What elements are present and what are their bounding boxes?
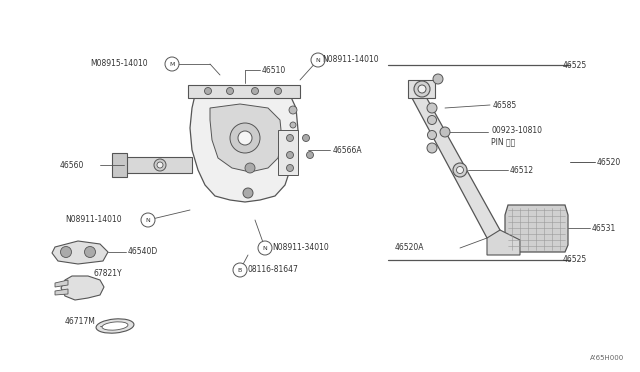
Text: 00923-10810: 00923-10810 bbox=[491, 125, 542, 135]
Polygon shape bbox=[210, 104, 282, 172]
Circle shape bbox=[252, 87, 259, 94]
Polygon shape bbox=[410, 85, 500, 238]
Circle shape bbox=[230, 123, 260, 153]
Circle shape bbox=[433, 74, 443, 84]
Circle shape bbox=[311, 53, 325, 67]
Circle shape bbox=[157, 162, 163, 168]
Circle shape bbox=[243, 188, 253, 198]
Circle shape bbox=[453, 163, 467, 177]
Circle shape bbox=[141, 213, 155, 227]
Text: 46512: 46512 bbox=[510, 166, 534, 174]
Circle shape bbox=[456, 167, 463, 173]
Text: N: N bbox=[146, 218, 150, 222]
Text: N08911-14010: N08911-14010 bbox=[65, 215, 122, 224]
Polygon shape bbox=[55, 280, 68, 287]
Polygon shape bbox=[112, 153, 127, 177]
Circle shape bbox=[258, 241, 272, 255]
Text: N: N bbox=[262, 246, 268, 250]
Text: B: B bbox=[238, 267, 242, 273]
Circle shape bbox=[428, 115, 436, 125]
Text: 46540D: 46540D bbox=[128, 247, 158, 257]
Polygon shape bbox=[505, 205, 568, 252]
Text: 46525: 46525 bbox=[563, 256, 588, 264]
Circle shape bbox=[84, 247, 95, 257]
Circle shape bbox=[307, 151, 314, 158]
Circle shape bbox=[427, 103, 437, 113]
Text: 46717M: 46717M bbox=[65, 317, 96, 327]
Circle shape bbox=[289, 106, 297, 114]
Circle shape bbox=[227, 87, 234, 94]
Circle shape bbox=[414, 81, 430, 97]
Text: M: M bbox=[170, 61, 175, 67]
Text: 46510: 46510 bbox=[262, 65, 286, 74]
Circle shape bbox=[245, 163, 255, 173]
Text: A'65H000: A'65H000 bbox=[590, 355, 624, 361]
Circle shape bbox=[428, 131, 436, 140]
Polygon shape bbox=[278, 130, 298, 175]
Polygon shape bbox=[408, 80, 435, 98]
Ellipse shape bbox=[102, 322, 128, 330]
Text: M08915-14010: M08915-14010 bbox=[90, 58, 148, 67]
Text: N08911-34010: N08911-34010 bbox=[272, 244, 329, 253]
Text: 46585: 46585 bbox=[493, 100, 517, 109]
Circle shape bbox=[287, 151, 294, 158]
Text: 46560: 46560 bbox=[60, 160, 84, 170]
Circle shape bbox=[418, 85, 426, 93]
Polygon shape bbox=[487, 230, 520, 255]
Circle shape bbox=[154, 159, 166, 171]
Text: 46531: 46531 bbox=[592, 224, 616, 232]
Text: 46520: 46520 bbox=[597, 157, 621, 167]
Circle shape bbox=[165, 57, 179, 71]
Polygon shape bbox=[190, 88, 298, 202]
Circle shape bbox=[205, 87, 211, 94]
Circle shape bbox=[287, 164, 294, 171]
Circle shape bbox=[290, 122, 296, 128]
Circle shape bbox=[427, 143, 437, 153]
Text: PIN ピン: PIN ピン bbox=[491, 138, 515, 147]
Circle shape bbox=[61, 247, 72, 257]
Polygon shape bbox=[188, 85, 300, 98]
Circle shape bbox=[303, 135, 310, 141]
Text: 46520A: 46520A bbox=[395, 244, 424, 253]
Circle shape bbox=[287, 135, 294, 141]
Ellipse shape bbox=[96, 319, 134, 333]
Circle shape bbox=[275, 87, 282, 94]
Polygon shape bbox=[125, 157, 192, 173]
Polygon shape bbox=[52, 241, 108, 264]
Text: 67821Y: 67821Y bbox=[93, 269, 122, 279]
Text: 08116-81647: 08116-81647 bbox=[248, 266, 299, 275]
Circle shape bbox=[233, 263, 247, 277]
Circle shape bbox=[238, 131, 252, 145]
Text: 46525: 46525 bbox=[563, 61, 588, 70]
Text: 46566A: 46566A bbox=[333, 145, 363, 154]
Polygon shape bbox=[61, 276, 104, 300]
Text: N: N bbox=[316, 58, 321, 62]
Polygon shape bbox=[55, 289, 68, 295]
Text: N08911-14010: N08911-14010 bbox=[322, 55, 379, 64]
Circle shape bbox=[440, 127, 450, 137]
